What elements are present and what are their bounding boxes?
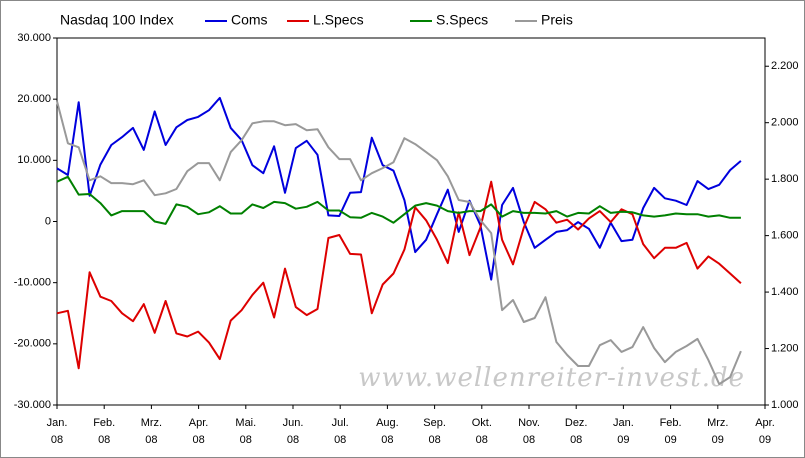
x-tick-label: Mai. 08 (235, 417, 256, 446)
x-tick-label: Mrz. 08 (141, 417, 162, 446)
y-tick-label: -20.000 (14, 338, 51, 350)
x-tick-label: Jan. 08 (47, 417, 68, 446)
x-tick-label: Jun. 08 (283, 417, 304, 446)
x-tick-label: Apr. 09 (755, 417, 775, 446)
x-tick-label: Aug. 08 (376, 417, 399, 446)
x-tick-label: Okt. 08 (472, 417, 492, 446)
y2-tick-label: 2.200 (771, 60, 799, 72)
x-tick-label: Jul. 08 (332, 417, 349, 446)
x-tick-label: Jan. 09 (613, 417, 634, 446)
y2-tick-label: 1.200 (771, 342, 799, 354)
series-line (56, 175, 741, 225)
x-tick-label: Mrz. 09 (707, 417, 728, 446)
x-tick-label: Dez. 08 (565, 417, 588, 446)
y2-tick-label: 1.600 (771, 230, 799, 242)
y2-tick-label: 2.000 (771, 117, 799, 129)
y-tick-label: -30.000 (14, 399, 51, 411)
y-tick-label: 30.000 (17, 32, 51, 44)
y2-tick-label: 1.400 (771, 286, 799, 298)
y2-tick-label: 1.000 (771, 399, 799, 411)
watermark: www.wellenreiter-invest.de (358, 363, 745, 393)
legend-text: L.Specs (313, 12, 364, 28)
y-tick-label: 10.000 (17, 154, 51, 166)
x-tick-label: Feb. 08 (93, 417, 115, 446)
legend-text: S.Specs (436, 12, 488, 28)
legend-text: Coms (231, 12, 268, 28)
legend-text: Preis (541, 12, 573, 28)
chart-title: Nasdaq 100 Index (60, 12, 174, 28)
y-tick-label: 20.000 (17, 93, 51, 105)
x-tick-label: Sep. 08 (423, 417, 446, 446)
x-tick-label: Nov. 08 (518, 417, 540, 446)
x-tick-label: Apr. 08 (189, 417, 209, 446)
y-tick-label: -10.000 (14, 277, 51, 289)
series-line (56, 96, 742, 281)
series-line (56, 100, 742, 386)
x-tick-label: Feb. 09 (660, 417, 682, 446)
y-tick-label: 0 (45, 215, 51, 227)
y2-tick-label: 1.800 (771, 173, 799, 185)
